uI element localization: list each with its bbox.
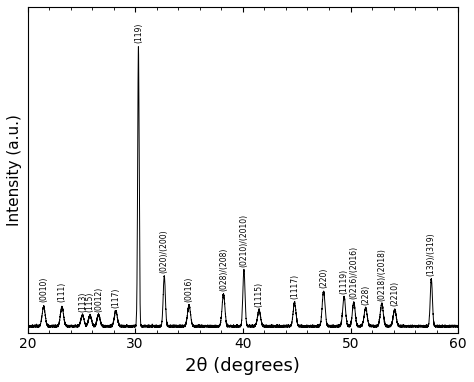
Text: (1117): (1117) bbox=[290, 274, 299, 299]
Text: (2210): (2210) bbox=[390, 281, 399, 306]
Text: (0012): (0012) bbox=[94, 286, 103, 312]
Text: (220): (220) bbox=[319, 268, 328, 288]
Text: (111): (111) bbox=[57, 282, 66, 302]
Text: (0210)/(2010): (0210)/(2010) bbox=[239, 214, 248, 267]
Text: (117): (117) bbox=[111, 287, 120, 308]
Text: (028)/(208): (028)/(208) bbox=[219, 248, 228, 291]
Text: (1115): (1115) bbox=[255, 282, 264, 307]
Text: (0218)/(2018): (0218)/(2018) bbox=[377, 248, 386, 301]
Text: (020)/(200): (020)/(200) bbox=[160, 229, 169, 273]
Text: (0010): (0010) bbox=[39, 277, 48, 302]
Text: (0016): (0016) bbox=[184, 277, 193, 302]
Text: (115): (115) bbox=[85, 292, 94, 312]
Text: (119): (119) bbox=[134, 23, 143, 43]
Y-axis label: Intensity (a.u.): Intensity (a.u.) bbox=[7, 114, 22, 226]
X-axis label: 2θ (degrees): 2θ (degrees) bbox=[185, 357, 301, 375]
Text: (139)/(319): (139)/(319) bbox=[427, 232, 436, 275]
Text: (0216)/(2016): (0216)/(2016) bbox=[349, 246, 358, 299]
Text: (1119): (1119) bbox=[339, 269, 348, 294]
Text: (228): (228) bbox=[361, 285, 370, 305]
Text: (113): (113) bbox=[78, 291, 87, 312]
